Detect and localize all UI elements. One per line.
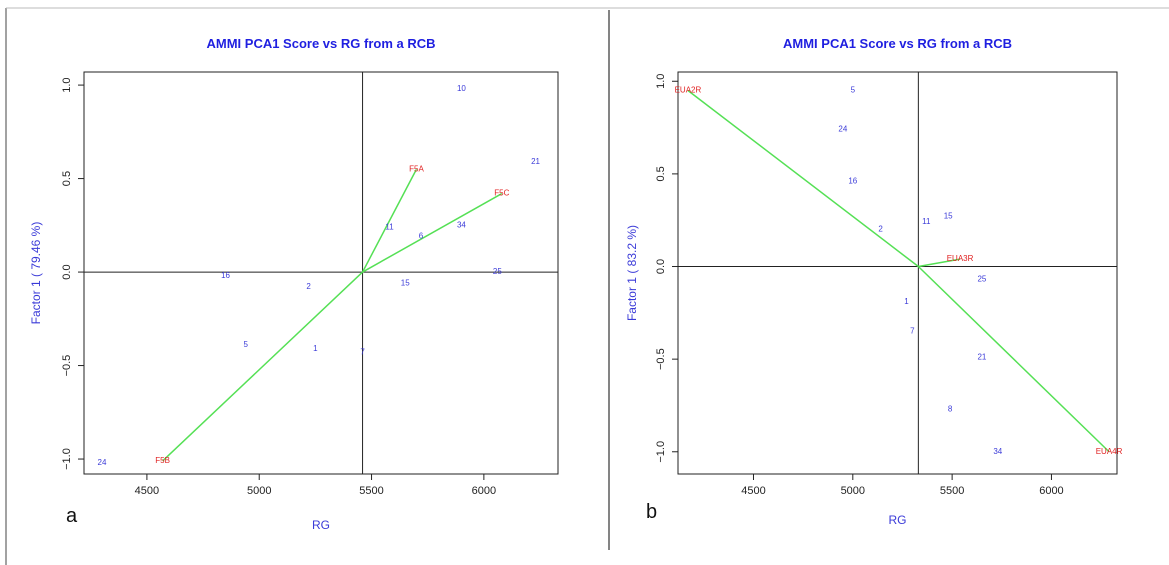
chart-panel-b: AMMI PCA1 Score vs RG from a RCB RG Fact…: [625, 36, 1123, 527]
genotype-point: 21: [977, 352, 986, 361]
x-tick-label: 5500: [359, 485, 383, 497]
environment-point: EUA2R: [675, 86, 702, 95]
genotype-point: 1: [904, 297, 909, 306]
environment-point: F5C: [494, 189, 509, 198]
genotype-point: 1: [313, 344, 318, 353]
y-tick-label: 0.0: [61, 264, 73, 279]
genotype-point: 7: [360, 348, 365, 357]
genotype-point: 15: [944, 212, 953, 221]
y-tick-label: 0.5: [655, 166, 667, 181]
genotype-point: 25: [493, 267, 502, 276]
plot-area-frame: [677, 71, 1118, 475]
y-tick-label: 0.5: [61, 171, 73, 186]
y-tick-label: −0.5: [61, 355, 73, 377]
chart-panel-a: AMMI PCA1 Score vs RG from a RCB RG Fact…: [29, 36, 559, 532]
genotype-point: 5: [244, 340, 249, 349]
genotype-point: 7: [910, 326, 915, 335]
genotype-point: 11: [385, 222, 394, 231]
genotype-point: 25: [977, 275, 986, 284]
y-tick-label: −0.5: [655, 348, 667, 370]
x-axis-title: RG: [889, 513, 907, 527]
genotype-point: 6: [419, 232, 424, 241]
x-axis-title: RG: [312, 518, 330, 532]
x-tick-label: 5000: [247, 485, 271, 497]
environment-vector: [361, 168, 418, 273]
chart-title: AMMI PCA1 Score vs RG from a RCB: [783, 36, 1012, 51]
environment-point: EUA4R: [1096, 447, 1123, 456]
environment-point: F5A: [409, 164, 424, 173]
genotype-point: 34: [457, 220, 466, 229]
genotype-point: 16: [848, 176, 857, 185]
genotype-point: 21: [531, 157, 540, 166]
y-axis-title: Factor 1 ( 79.46 %): [29, 222, 43, 325]
genotype-point: 2: [878, 225, 883, 234]
chart-title: AMMI PCA1 Score vs RG from a RCB: [207, 36, 436, 51]
y-tick-label: −1.0: [61, 448, 73, 470]
plot-area-frame: [83, 71, 559, 475]
panel-label: b: [646, 501, 657, 523]
y-tick-label: 0.0: [655, 259, 667, 274]
x-tick-label: 5000: [841, 485, 865, 497]
x-tick-label: 6000: [472, 485, 496, 497]
panel-label: a: [66, 505, 78, 527]
genotype-point: 16: [221, 271, 230, 280]
genotype-point: 8: [948, 404, 953, 413]
environment-vector: [162, 271, 364, 462]
environment-vector: [918, 258, 961, 268]
genotype-point: 5: [851, 86, 856, 95]
environment-vector: [362, 192, 503, 273]
genotype-point: 24: [838, 125, 847, 134]
genotype-point: 2: [306, 282, 311, 291]
y-axis-title: Factor 1 ( 83.2 %): [625, 225, 639, 321]
genotype-point: 34: [993, 447, 1002, 456]
genotype-point: 11: [922, 217, 931, 226]
y-tick-label: 1.0: [655, 74, 667, 89]
x-tick-label: 6000: [1039, 485, 1063, 497]
environment-vector: [687, 89, 919, 268]
x-tick-label: 5500: [940, 485, 964, 497]
x-tick-label: 4500: [741, 485, 765, 497]
environment-point: F5B: [155, 456, 170, 465]
y-tick-label: −1.0: [655, 441, 667, 463]
genotype-point: 15: [401, 278, 410, 287]
environment-vector: [917, 265, 1110, 453]
y-tick-label: 1.0: [61, 77, 73, 92]
genotype-point: 10: [457, 84, 466, 93]
genotype-point: 24: [98, 458, 107, 467]
x-tick-label: 4500: [135, 485, 159, 497]
environment-point: EUA3R: [947, 254, 974, 263]
